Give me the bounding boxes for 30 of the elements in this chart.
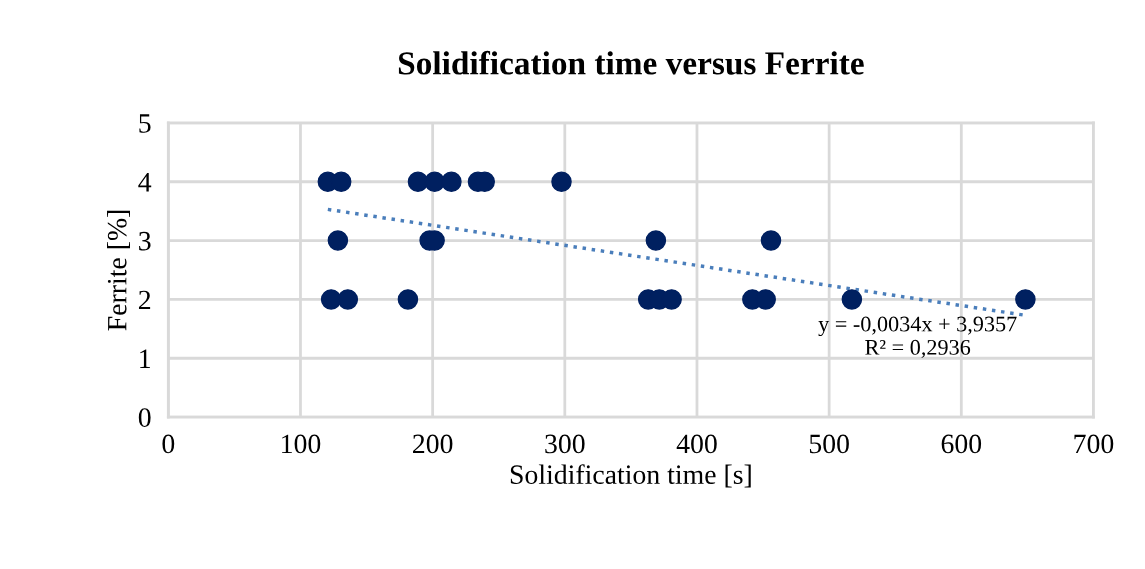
point bbox=[320, 289, 342, 310]
x-tick-label: 100 bbox=[282, 434, 321, 454]
point bbox=[760, 230, 782, 251]
y-tick-label: 0 bbox=[138, 408, 151, 427]
x-tick-label: 400 bbox=[676, 434, 717, 454]
chart-title: Solidification time versus Ferrite bbox=[398, 50, 864, 75]
y-tick-label: 2 bbox=[138, 290, 151, 310]
y-axis-title: Ferrite [%] bbox=[107, 210, 130, 331]
x-tick-label: 600 bbox=[941, 434, 982, 454]
y-tick-label: 3 bbox=[139, 231, 151, 251]
annotation: y = -0,0034x + 3,9357 R² = 0,2936 bbox=[818, 316, 1017, 359]
y-tick-label: 4 bbox=[138, 173, 152, 192]
point bbox=[841, 289, 863, 310]
x-tick-label: 200 bbox=[413, 434, 453, 454]
x-tick-label: 300 bbox=[545, 434, 585, 454]
point bbox=[1015, 289, 1036, 310]
x-axis-title: Solidification time [s] bbox=[510, 464, 751, 488]
y-tick-label: 1 bbox=[140, 349, 150, 368]
point bbox=[407, 171, 429, 193]
point bbox=[424, 171, 445, 193]
x-tick-label: 500 bbox=[809, 434, 849, 454]
point bbox=[337, 289, 359, 310]
point bbox=[397, 289, 419, 310]
point bbox=[441, 171, 462, 193]
point bbox=[551, 171, 572, 193]
point bbox=[327, 230, 349, 251]
x-tick-label: 0 bbox=[162, 434, 175, 454]
point bbox=[645, 230, 667, 251]
x-tick-label: 700 bbox=[1074, 434, 1114, 454]
y-tick-label: 5 bbox=[139, 114, 151, 133]
